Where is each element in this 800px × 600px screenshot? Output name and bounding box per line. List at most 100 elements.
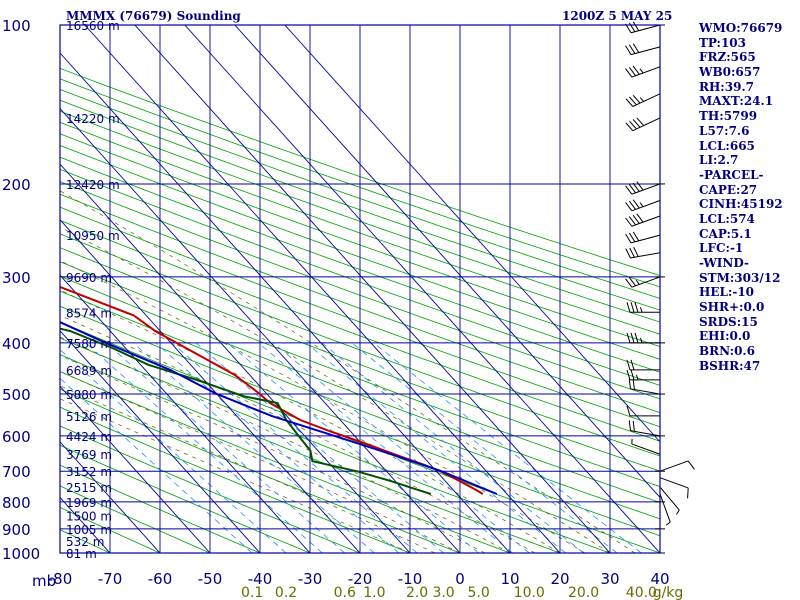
pressure-tick-label: 100 xyxy=(2,17,31,35)
sounding-parameter: LCL:665 xyxy=(699,138,755,153)
sounding-parameter: TP:103 xyxy=(699,35,747,50)
mixing-ratio-line xyxy=(273,342,530,553)
dry-adiabat-line xyxy=(60,406,411,553)
wind-barb xyxy=(625,117,661,132)
mixing-ratio-label: 1.0 xyxy=(363,585,385,600)
wind-barb xyxy=(631,438,661,455)
height-label: 14220 m xyxy=(66,112,120,126)
wind-barb-halfflag xyxy=(639,97,645,102)
height-label: 1005 m xyxy=(66,523,112,537)
chart-grid xyxy=(60,25,660,553)
wind-barb-staff xyxy=(659,477,689,489)
wind-barb-staff xyxy=(659,486,680,511)
mixing-ratio-line xyxy=(351,342,618,553)
wind-barb-staff xyxy=(659,493,671,523)
wind-barb-flag xyxy=(625,278,633,288)
wind-barb-flag xyxy=(629,120,637,130)
height-label: 2515 m xyxy=(66,481,112,495)
wind-barb-staff xyxy=(630,430,661,437)
wind-barb-flag xyxy=(632,379,635,390)
wind-barb-flag xyxy=(630,332,635,344)
dry-adiabat-line xyxy=(60,78,660,288)
dry-adiabat-line xyxy=(60,275,660,503)
height-label: 10950 m xyxy=(66,229,120,243)
sounding-parameter: LFC:-1 xyxy=(699,241,744,256)
moist-adiabat-line xyxy=(60,398,411,553)
wind-barb-flag xyxy=(634,302,639,313)
wind-barb-staff xyxy=(631,200,661,212)
wind-barb xyxy=(625,65,661,78)
wind-barb-halfflag xyxy=(665,521,671,526)
wind-barb-staff xyxy=(630,24,661,34)
wind-barb-flag xyxy=(632,94,641,104)
height-label: 12420 m xyxy=(66,178,120,192)
sounding-parameter: EHI:0.0 xyxy=(699,329,751,344)
wind-barb-flag xyxy=(634,332,639,344)
height-label: 6689 m xyxy=(66,364,112,378)
isotherm-line xyxy=(60,330,261,553)
isotherm-line xyxy=(60,218,361,553)
wind-barb-halfflag xyxy=(635,279,640,285)
height-label: 9690 m xyxy=(66,271,112,285)
height-label: 1969 m xyxy=(66,496,112,510)
height-label: 5880 m xyxy=(66,388,112,402)
wind-barb xyxy=(628,378,661,395)
isotherm-line xyxy=(134,25,611,553)
height-label: 3769 m xyxy=(66,448,112,462)
temperature-tick-label: -40 xyxy=(248,570,273,588)
wind-barb-staff xyxy=(659,460,689,472)
height-label: 8574 m xyxy=(66,306,112,320)
dry-adiabat-line xyxy=(60,144,660,360)
sounding-parameter: BRN:0.6 xyxy=(699,344,755,359)
isotherm-line xyxy=(60,163,411,553)
mixing-ratio-label: 3.0 xyxy=(432,585,454,600)
pressure-tick-label: 1000 xyxy=(2,545,40,563)
wind-barb-flag xyxy=(630,369,635,381)
pressure-unit-label: mb xyxy=(32,572,56,590)
wind-barb-flag xyxy=(632,199,640,209)
wind-barb xyxy=(659,493,671,526)
wind-barb xyxy=(625,43,661,56)
wind-barb-flag xyxy=(626,405,631,417)
mixing-ratio-line xyxy=(132,342,375,553)
wind-barb-flag xyxy=(625,45,632,55)
wind-barb-staff xyxy=(632,93,661,107)
mixing-ratio-line xyxy=(305,342,566,553)
wind-barb-staff xyxy=(631,276,661,288)
isotherm-line xyxy=(234,25,660,499)
wind-barb-flag xyxy=(632,420,635,432)
station-title: MMMX (76679) Sounding xyxy=(66,9,241,23)
mixing-ratio-unit: g/kg xyxy=(653,585,684,600)
dry-adiabat-line xyxy=(60,121,660,335)
sounding-parameter: RH:39.7 xyxy=(699,79,754,94)
wind-barb-flag xyxy=(628,22,636,32)
wind-barb xyxy=(625,21,661,34)
pressure-tick-label: 200 xyxy=(2,176,31,194)
wind-barb-staff xyxy=(631,443,661,455)
mixing-ratio-label: 5.0 xyxy=(467,585,489,600)
wind-barb-flag xyxy=(628,44,636,54)
wind-barb-flag xyxy=(630,359,635,371)
wind-barb-flag xyxy=(625,217,633,227)
wind-barb-flag xyxy=(626,302,631,313)
mixing-ratio-label: 10.0 xyxy=(514,585,545,600)
temperature-tick-label: -80 xyxy=(48,570,73,588)
wind-barb-flag xyxy=(625,248,631,259)
mixing-ratio-label: 2.0 xyxy=(406,585,428,600)
dry-adiabat-line xyxy=(60,88,660,299)
wind-barb-flag xyxy=(632,65,640,75)
pressure-tick-label: 400 xyxy=(2,335,31,353)
temperature-tick-label: -30 xyxy=(298,570,323,588)
height-label: 3152 m xyxy=(66,465,112,479)
wind-barb-flag xyxy=(632,182,640,192)
wind-barb xyxy=(659,460,695,472)
wind-barb-flag xyxy=(628,420,631,431)
dry-adiabat-line xyxy=(60,425,361,553)
wind-barb xyxy=(659,477,689,499)
mixing-ratio-line xyxy=(60,377,253,553)
dry-adiabat-line xyxy=(60,321,660,553)
mixing-ratio-line xyxy=(85,342,323,553)
temperature-tick-label: 40 xyxy=(650,570,669,588)
wind-barb xyxy=(625,247,661,259)
